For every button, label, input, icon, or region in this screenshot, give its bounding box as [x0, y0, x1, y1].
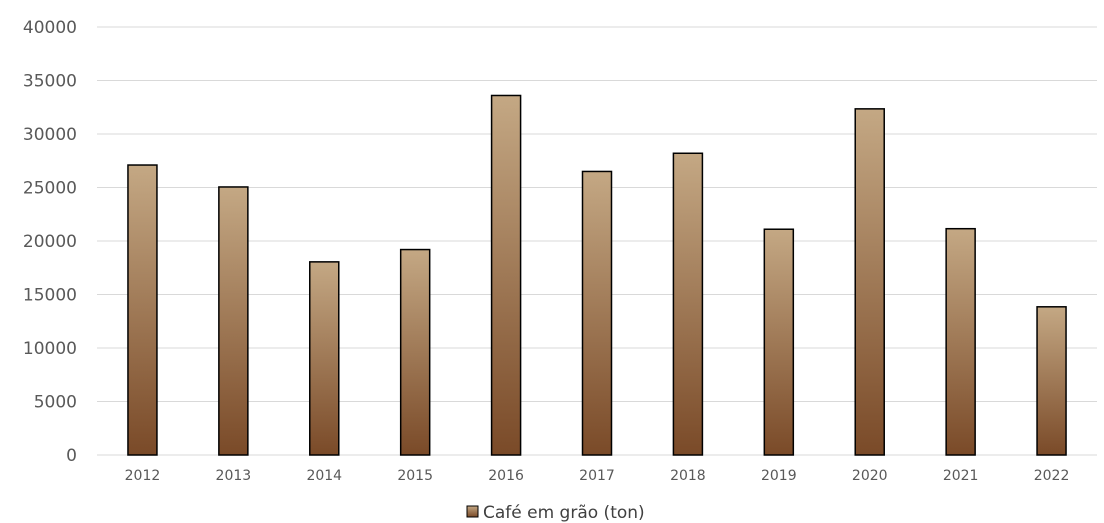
x-tick-label: 2021	[943, 468, 979, 484]
legend-swatch	[466, 505, 479, 518]
bar-2020	[854, 108, 885, 456]
x-tick-label: 2012	[125, 468, 161, 484]
y-tick-label: 40000	[23, 18, 77, 38]
legend-label: Café em grão (ton)	[483, 503, 645, 523]
y-tick-label: 5000	[34, 393, 77, 413]
bar-2018	[672, 152, 704, 456]
legend: Café em grão (ton)	[466, 503, 645, 523]
bar-2015	[399, 248, 431, 456]
x-tick-label: 2020	[852, 468, 888, 484]
y-tick-label: 0	[66, 446, 77, 466]
x-tick-label: 2017	[579, 468, 615, 484]
y-tick-label: 15000	[23, 286, 77, 306]
x-axis-ticks: 2012 2013 2014 2015 2016 2017 2018 2019 2020 2021…	[125, 468, 1070, 484]
y-tick-label: 35000	[23, 72, 77, 92]
x-tick-label: 2016	[488, 468, 524, 484]
bar-2017	[581, 170, 613, 456]
x-tick-label: 2013	[216, 468, 252, 484]
bar-2022	[1036, 306, 1067, 456]
y-tick-label: 25000	[23, 179, 77, 199]
x-tick-label: 2015	[397, 468, 433, 484]
bar-2013	[218, 186, 249, 456]
y-tick-label: 20000	[23, 232, 77, 252]
x-tick-label: 2022	[1034, 468, 1070, 484]
bar-2016	[490, 94, 522, 456]
y-tick-label: 30000	[23, 125, 77, 145]
x-tick-label: 2018	[670, 468, 706, 484]
bar-2019	[763, 228, 795, 456]
bar-2014	[309, 261, 340, 456]
y-axis-ticks: 0 5000 10000 15000 20000 25000 30000 35000 40000	[23, 18, 77, 466]
bar-2012	[127, 164, 158, 456]
y-tick-label: 10000	[23, 339, 77, 359]
bar-2021	[945, 227, 976, 456]
bars	[127, 94, 1067, 456]
x-tick-label: 2019	[761, 468, 797, 484]
x-tick-label: 2014	[306, 468, 342, 484]
